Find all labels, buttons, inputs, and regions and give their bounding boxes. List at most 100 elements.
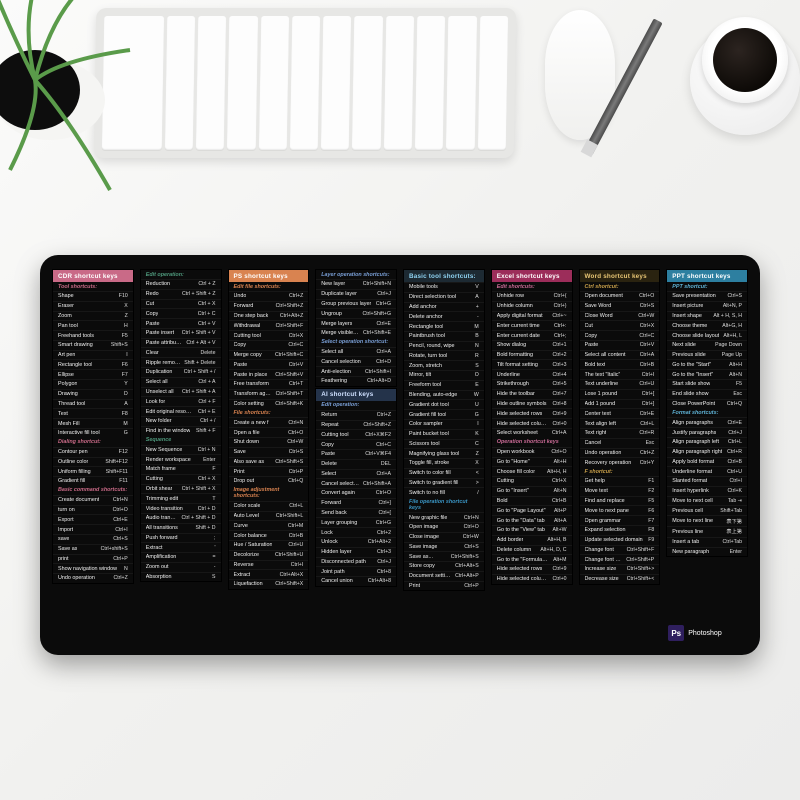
shortcut-row: Withdrawal Ctrl+Shift+F (229, 320, 309, 330)
shortcut-label: Create document (58, 497, 99, 503)
shortcut-label: Curve (234, 523, 248, 529)
shortcut-key-combo: K (475, 431, 478, 437)
key[interactable] (290, 16, 321, 150)
shortcut-label: Unselect all (146, 389, 174, 395)
shortcut-key-combo: Shift+F12 (105, 459, 127, 465)
shortcut-key-combo: Page Down (715, 342, 742, 348)
shortcut-key-combo: Ctrl + Alt + V (186, 340, 215, 346)
shortcut-key-combo: Ctrl+[ (642, 391, 655, 397)
shortcut-key-combo: Ctrl+) (554, 303, 567, 309)
shortcut-key-combo: F6 (122, 362, 128, 368)
shortcut-key-combo: Ctrl+I (729, 478, 742, 484)
shortcut-row: Change font Ctrl+Shift+F (580, 545, 660, 555)
shortcut-row: Slanted format Ctrl+I (667, 476, 747, 486)
shortcut-key-combo: F5 (648, 498, 654, 504)
shortcut-row: Save as... Ctrl+Shift+S (404, 551, 484, 561)
key[interactable] (384, 16, 415, 150)
shortcut-key-combo: Ctrl+Z (377, 412, 391, 418)
subsection-title: File shortcuts: (229, 408, 309, 417)
shortcut-key-combo: Alt+H (554, 459, 567, 465)
shortcut-label: Store copy (409, 563, 435, 569)
shortcut-row: Text underline Ctrl+U (580, 379, 660, 389)
shortcut-key-combo: Ctrl+Alt+Z (280, 313, 303, 319)
shortcut-key-combo: S (475, 363, 478, 369)
shortcut-row: Expand selection F8 (580, 525, 660, 535)
shortcut-key-combo: Ctrl+E (113, 517, 128, 523)
shortcut-key-combo: F6 (648, 508, 654, 514)
key[interactable] (227, 16, 258, 150)
shortcut-label: New paragraph (672, 549, 709, 555)
shortcut-key-combo: Ctrl + X (198, 476, 215, 482)
shortcut-label: Select worksheet (497, 430, 538, 436)
shortcut-key-combo: F10 (119, 293, 128, 299)
shortcut-label: Pan tool (58, 323, 78, 329)
shortcut-label: Forward (234, 303, 254, 309)
shortcut-label: Shape (58, 293, 74, 299)
shortcut-label: Gradient dot tool (409, 402, 449, 408)
shortcut-label: Mobile tools (409, 284, 438, 290)
shortcut-row: Save presentation Ctrl+S (667, 291, 747, 301)
shortcut-label: Repeat (321, 422, 338, 428)
shortcut-key-combo: Ctrl+9 (553, 566, 567, 572)
shortcut-key-combo: Ctrl+0 (553, 421, 567, 427)
shortcut-key-combo: Ctrl+U (639, 381, 654, 387)
shortcut-label: Blending, auto-edge (409, 392, 457, 398)
shortcut-key-combo: Alt+H, L (723, 333, 742, 339)
key[interactable] (196, 16, 227, 150)
shortcut-row: Orbit shear Ctrl + Shift + X (141, 484, 221, 494)
shortcut-label: Add anchor (409, 304, 437, 310)
shortcut-label: Justify paragraphs (672, 430, 716, 436)
shortcut-row: Hide the toolbar Ctrl+7 (492, 389, 572, 399)
shortcut-key-combo: Ctrl+I (291, 562, 304, 568)
key[interactable] (352, 16, 383, 150)
shortcut-row: Undo operation Ctrl+Z (580, 448, 660, 458)
shortcut-row: Go to the "Insert" Alt+N (667, 369, 747, 379)
shortcut-key-combo: Ctrl + Z (198, 281, 215, 287)
subsection-title: F shortcut: (580, 467, 660, 476)
shortcut-key-combo: Ctrl + C (198, 311, 216, 317)
shortcut-key-combo: Ctrl+B (727, 459, 742, 465)
shortcut-label: Absorption (146, 574, 172, 580)
key[interactable] (415, 16, 446, 150)
shortcut-label: Add border (497, 537, 524, 543)
shortcut-label: turn on (58, 507, 75, 513)
key[interactable] (478, 16, 509, 150)
shortcut-key-combo: Ctrl+2 (377, 530, 391, 536)
shortcut-label: Joint path (321, 569, 344, 575)
shortcut-row: Push forward; (141, 533, 221, 543)
shortcut-key-combo: Ctrl+Shift+E (363, 330, 391, 336)
shortcut-label: Merge layers (321, 321, 352, 327)
shortcut-key-combo: F12 (119, 449, 128, 455)
shortcut-key-combo: Ctrl+X⌘F2 (365, 432, 391, 438)
shortcut-row: Convert again Ctrl+O (316, 488, 396, 498)
shortcut-key-combo: N (475, 343, 479, 349)
shortcut-row: Copy Ctrl+C (229, 340, 309, 350)
shortcut-row: Copy Ctrl+C (580, 330, 660, 340)
shortcut-label: Copy (585, 333, 598, 339)
shortcut-label: New Sequence (146, 447, 183, 453)
shortcut-row: Align paragraph right Ctrl+R (667, 447, 747, 457)
shortcut-label: Paint bucket tool (409, 431, 449, 437)
shortcut-row: Unhide column Ctrl+) (492, 301, 572, 311)
shortcut-row: Shut down Ctrl+W (229, 437, 309, 447)
key[interactable] (258, 16, 289, 150)
shortcut-row: Choose theme Alt+G, H (667, 320, 747, 330)
key[interactable] (321, 16, 352, 150)
shortcut-key-combo: A (475, 294, 478, 300)
shortcut-key-combo: Ctrl+0 (553, 576, 567, 582)
key[interactable] (446, 16, 477, 150)
shortcut-row: Color setting Ctrl+Shift+K (229, 399, 309, 409)
shortcut-key-combo: Delete (201, 350, 216, 356)
shortcut-row: Open workbook Ctrl+O (492, 447, 572, 457)
shortcut-row: Add 1 pound Ctrl+] (580, 399, 660, 409)
shortcut-row: Toggle fill, stroke X (404, 458, 484, 468)
shortcut-label: Previous line (672, 529, 703, 535)
shortcut-label: Extract (146, 545, 163, 551)
shortcut-row: Outline color Shift+F12 (53, 457, 133, 467)
shortcut-row: Go to the "Data" tab Alt+A (492, 515, 572, 525)
section-title: CDR shortcut keys (53, 270, 133, 282)
column-ps2: Edit operation: Reduction Ctrl + Z Redo Ctrl… (140, 269, 222, 641)
subsection-title: Edit file shortcuts: (229, 282, 309, 291)
shortcut-label: Direct selection tool (409, 294, 456, 300)
shortcut-label: Text align left (585, 421, 616, 427)
